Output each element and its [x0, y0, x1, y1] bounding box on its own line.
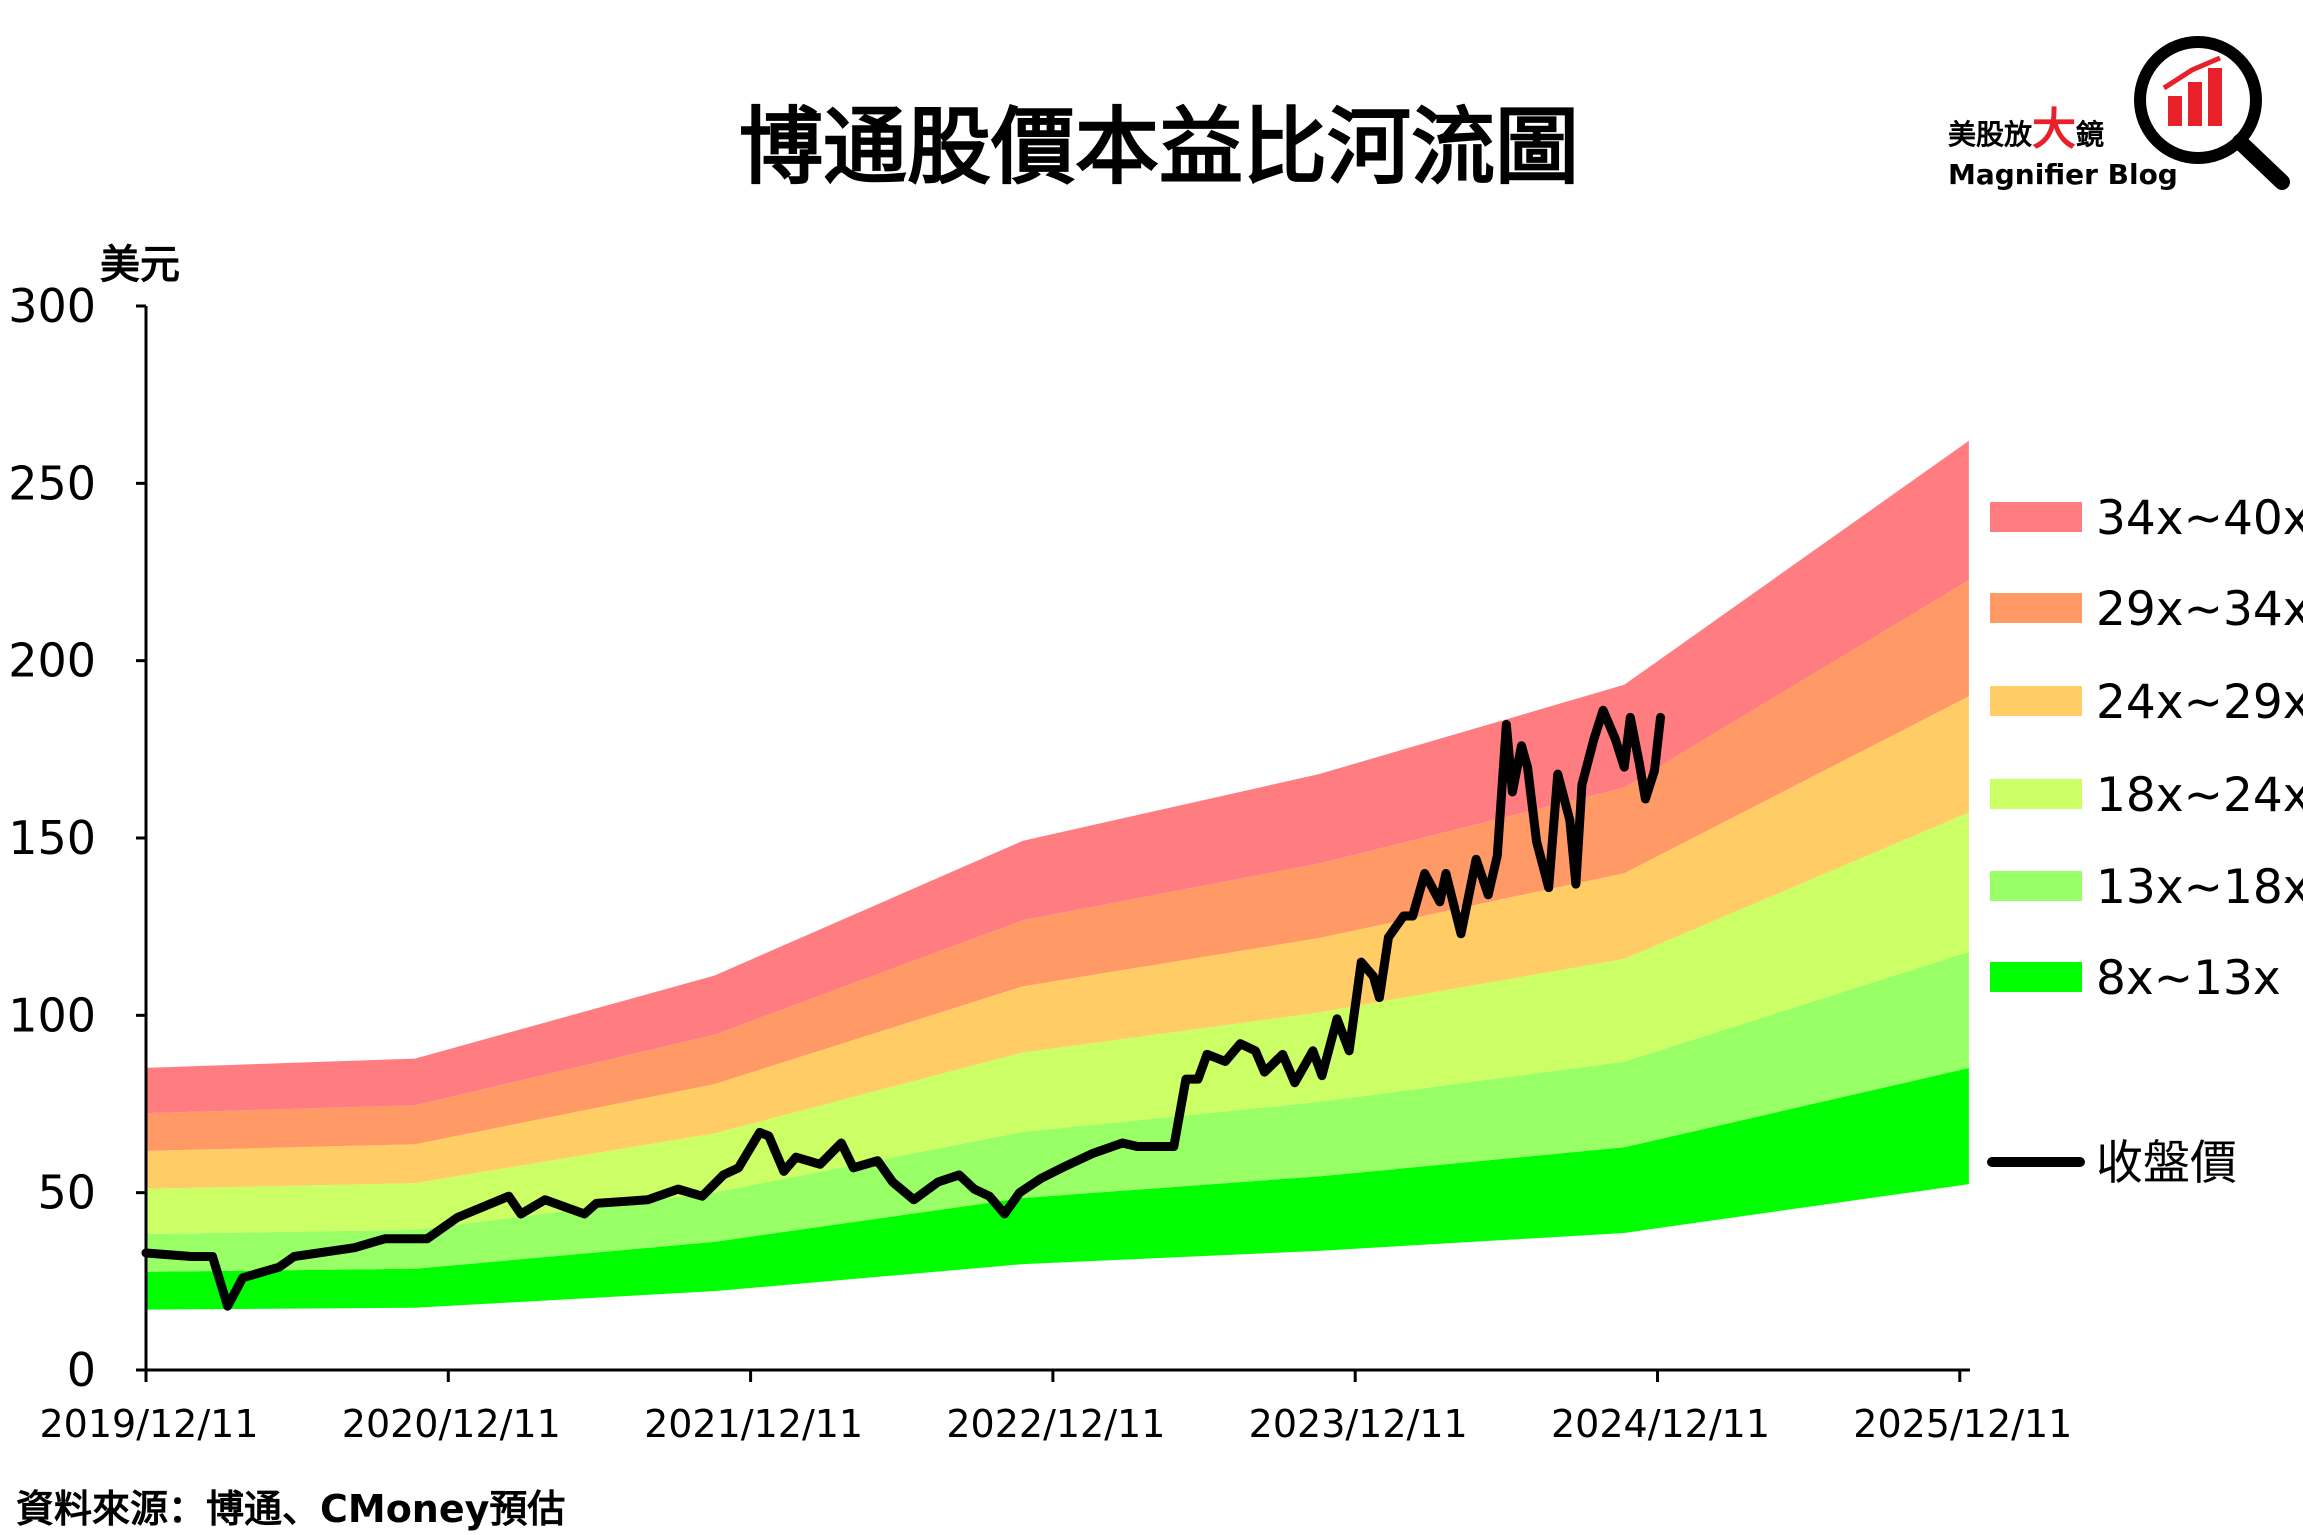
- legend-swatch: [1990, 502, 2082, 532]
- legend-label: 18x~24x: [2096, 768, 2303, 823]
- x-tick-label: 2022/12/11: [946, 1402, 1165, 1446]
- chart-title: 博通股價本益比河流圖: [739, 98, 1579, 196]
- y-tick-label: 50: [37, 1166, 96, 1220]
- band-34x~40x: [146, 440, 1969, 1114]
- legend-label: 8x~13x: [2096, 951, 2281, 1006]
- magnifier-icon: [2134, 36, 2290, 190]
- pe-bands: [146, 440, 1969, 1310]
- y-axis-unit-label: 美元: [100, 242, 180, 288]
- legend-label: 24x~29x: [2096, 675, 2303, 730]
- band-24x~29x: [146, 696, 1969, 1189]
- band-18x~24x: [146, 812, 1969, 1235]
- source-note: 資料來源：博通、CMoney預估: [16, 1487, 565, 1531]
- x-tick-label: 2021/12/11: [644, 1402, 863, 1446]
- x-tick-label: 2024/12/11: [1551, 1402, 1770, 1446]
- x-tick-label: 2025/12/11: [1853, 1402, 2072, 1446]
- axes: 0 50 100 150 200 250 300 2019/12/11 2020/12/11 20…: [8, 279, 2072, 1446]
- y-tick-label: 100: [8, 988, 96, 1042]
- x-tick-label: 2023/12/11: [1249, 1402, 1468, 1446]
- legend-swatch: [1990, 871, 2082, 901]
- logo: 美股放大鏡 Magnifier Blog: [1948, 36, 2290, 191]
- legend-swatch: [1990, 593, 2082, 623]
- logo-text-cn: 美股放大鏡: [1948, 104, 2104, 155]
- price-line: [141, 705, 1666, 1311]
- legend-swatch: [1990, 686, 2082, 716]
- legend-swatch: [1990, 962, 2082, 992]
- legend-label: 29x~34x: [2096, 582, 2303, 637]
- legend-label: 34x~40x: [2096, 491, 2303, 546]
- legend-line-label: 收盤價: [2096, 1136, 2237, 1191]
- band-29x~34x: [146, 580, 1969, 1151]
- y-tick-label: 300: [8, 279, 96, 333]
- x-tick-label: 2020/12/11: [342, 1402, 561, 1446]
- legend-swatch: [1990, 779, 2082, 809]
- logo-text-en: Magnifier Blog: [1948, 158, 2178, 191]
- y-tick-label: 200: [8, 634, 96, 688]
- x-tick-label: 2019/12/11: [39, 1402, 258, 1446]
- y-tick-label: 250: [8, 456, 96, 510]
- y-tick-label: 150: [8, 811, 96, 865]
- legend: 34x~40x 29x~34x 24x~29x 18x~24x 13x~18x 8x~13…: [1987, 491, 2303, 1191]
- band-8x~13x: [146, 1068, 1969, 1310]
- logo-text-big: 大: [2032, 104, 2076, 155]
- y-tick-label: 0: [67, 1343, 96, 1397]
- legend-label: 13x~18x: [2096, 860, 2303, 915]
- band-13x~18x: [146, 951, 1969, 1272]
